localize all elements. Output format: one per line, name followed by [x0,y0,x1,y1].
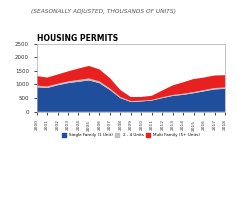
Legend: Single Family (1 Unit), 2 - 4 Units, Multi Family (5+ Units): Single Family (1 Unit), 2 - 4 Units, Mul… [61,133,201,138]
Text: (SEASONALLY ADJUSTED, THOUSANDS OF UNITS): (SEASONALLY ADJUSTED, THOUSANDS OF UNITS… [31,9,176,14]
Text: HOUSING PERMITS: HOUSING PERMITS [37,34,118,43]
